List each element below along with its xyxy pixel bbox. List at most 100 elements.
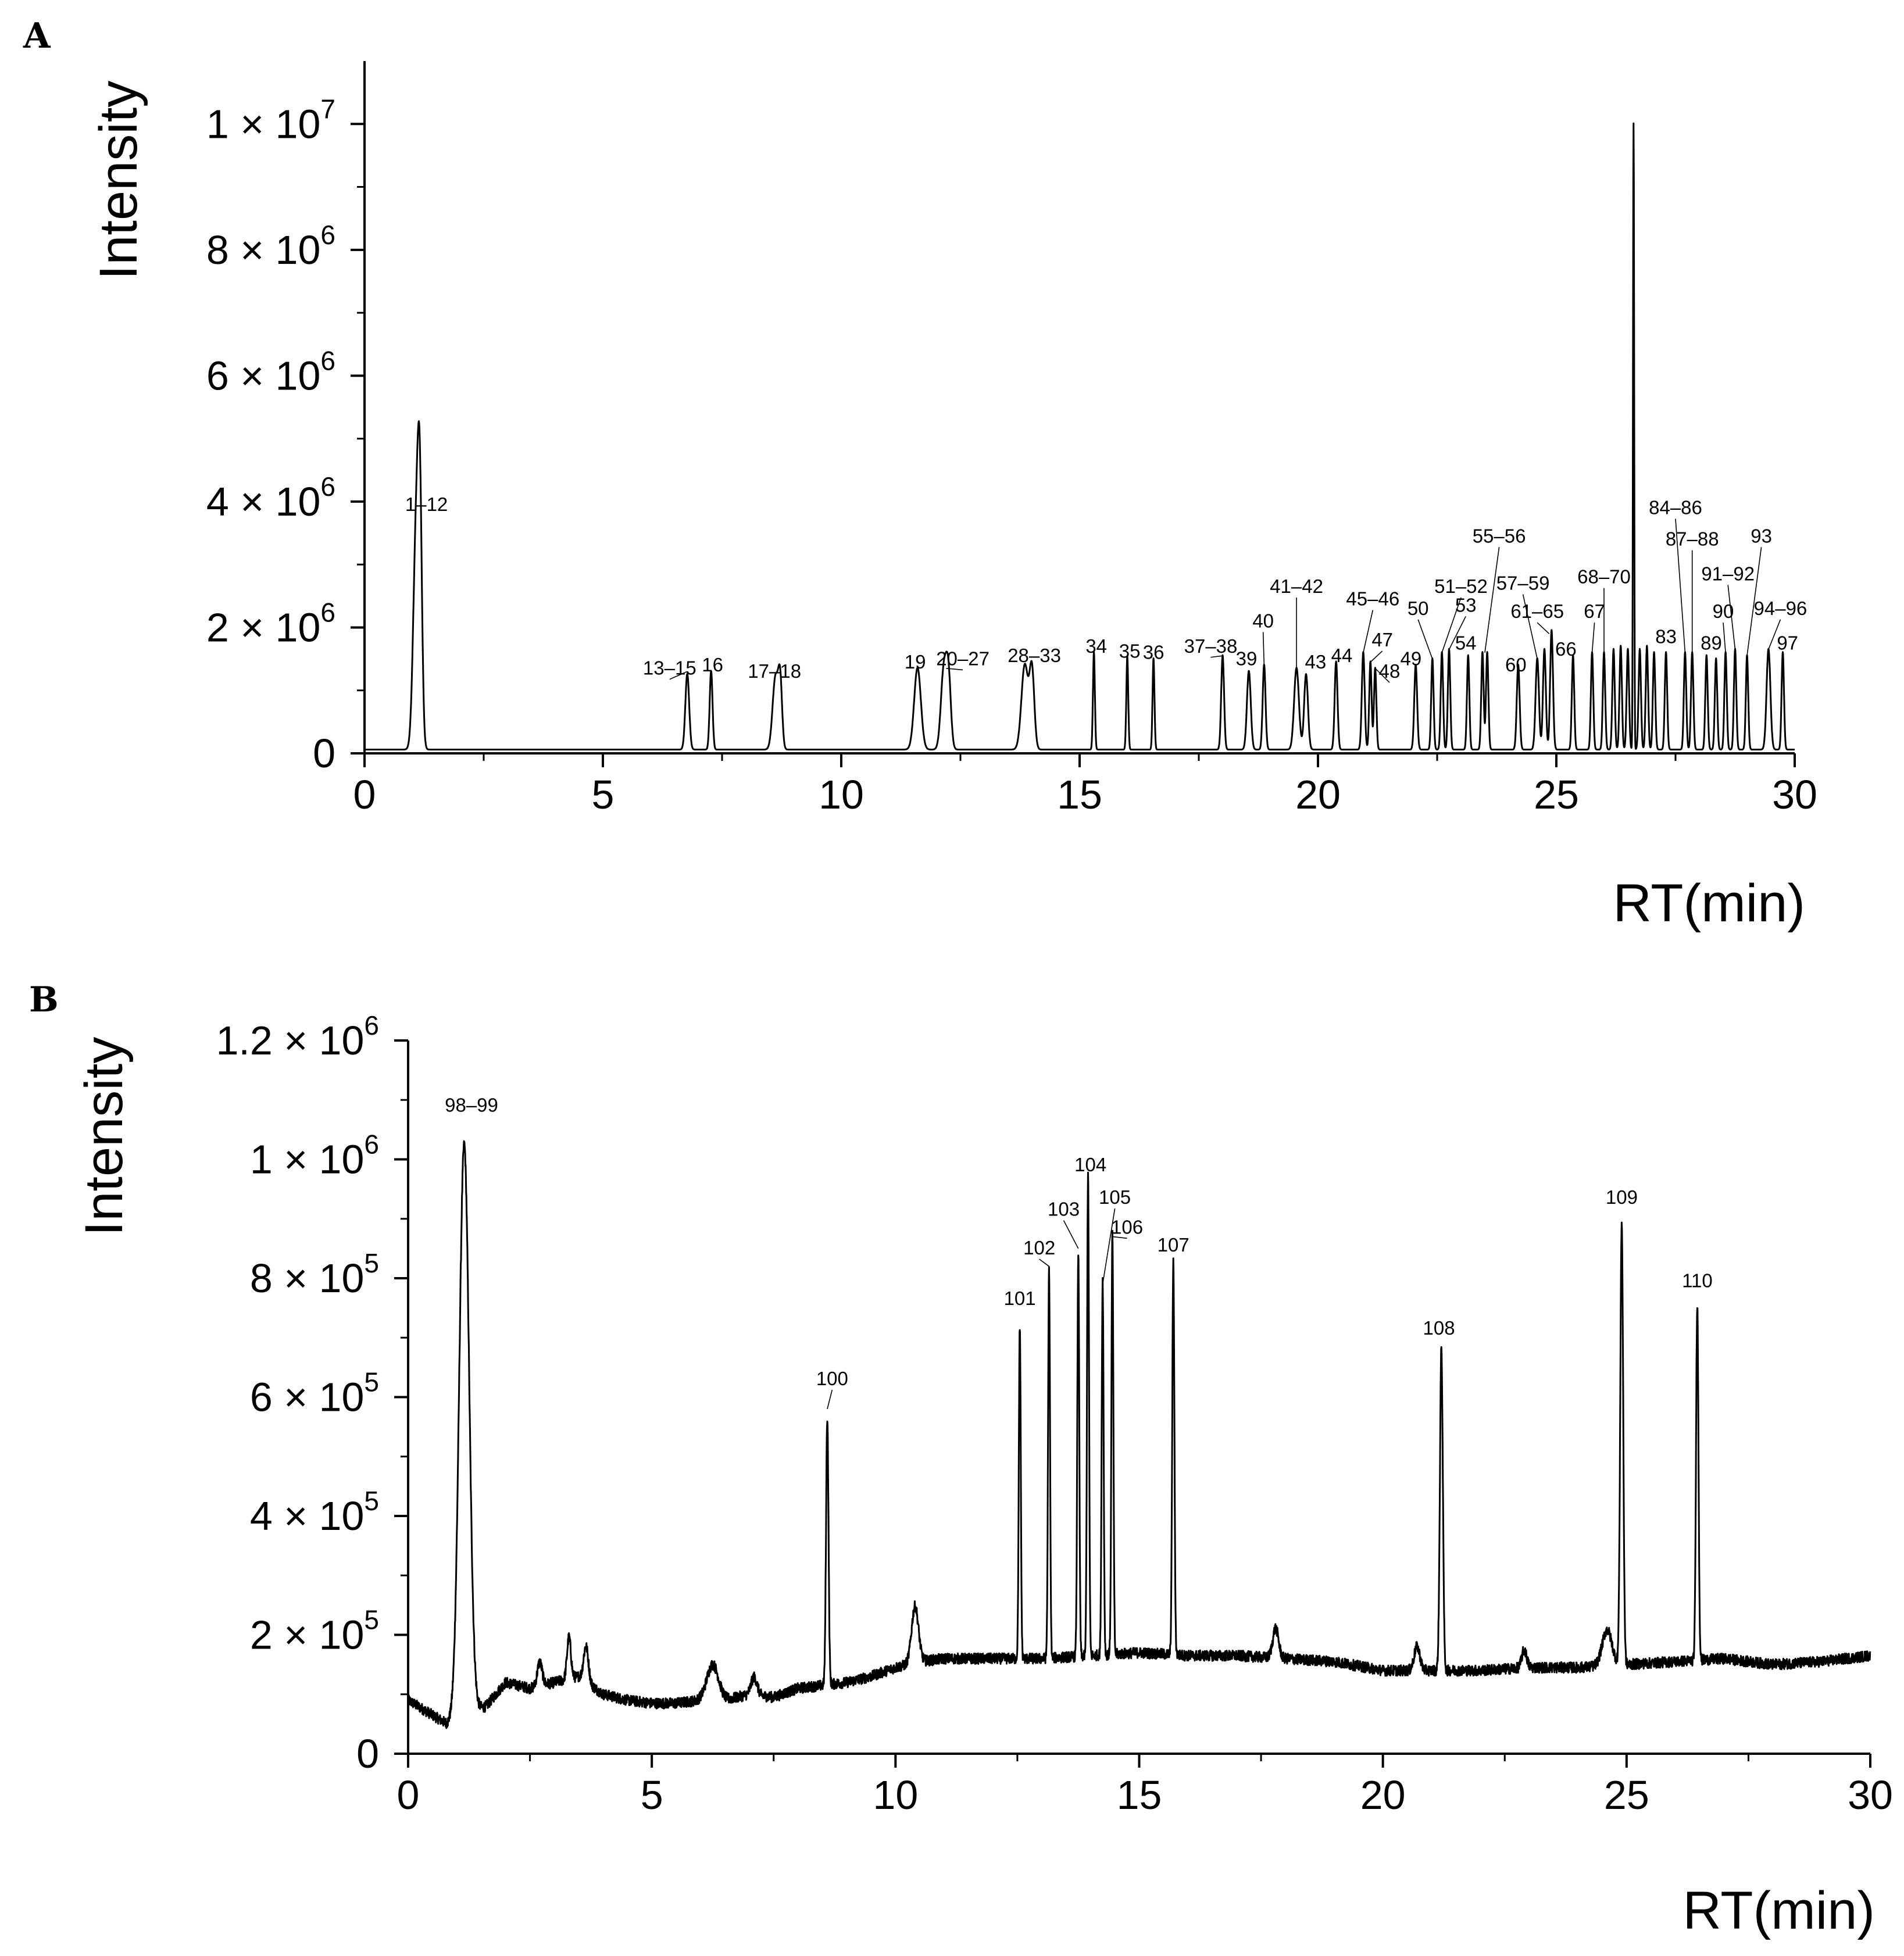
peak-label: 106	[1111, 1216, 1143, 1238]
y-tick-exponent: 6	[364, 1129, 379, 1160]
peak-leader-line	[669, 671, 688, 680]
peak-label: 41–42	[1270, 575, 1323, 597]
y-tick-exponent: 7	[320, 94, 335, 124]
peak-leader-line	[1063, 1220, 1079, 1249]
y-tick-exponent: 5	[364, 1367, 379, 1397]
x-tick-label: 15	[1117, 1772, 1162, 1818]
peak-label: 102	[1023, 1237, 1055, 1258]
y-tick-label: 1 × 106	[250, 1129, 379, 1182]
peak-label: 109	[1606, 1186, 1638, 1208]
peak-leader-line	[1374, 668, 1390, 683]
y-tick-label: 2 × 105	[250, 1605, 379, 1658]
peak-label: 20–27	[936, 648, 989, 669]
y-tick-mantissa: 4 × 10	[250, 1493, 365, 1539]
peak-label: 36	[1143, 642, 1164, 663]
peak-label: 40	[1252, 610, 1274, 631]
peak-label: 47	[1371, 629, 1393, 650]
peak-label: 48	[1379, 660, 1401, 682]
x-tick-label: 0	[353, 772, 376, 817]
peak-leader-line	[1746, 547, 1762, 656]
peak-leader-line	[1417, 619, 1433, 659]
panel-a-x-axis-title: RT(min)	[1613, 874, 1806, 933]
peak-label: 49	[1401, 648, 1422, 669]
y-tick-label: 1.2 × 106	[216, 1010, 379, 1063]
panel-a-x-axis-ticks: 0 5 10 15 20 25 30	[353, 753, 1817, 817]
peak-leader-line	[1768, 619, 1781, 650]
panel-a-y-axis-title: Intensity	[89, 81, 148, 280]
panel-a-letter: A	[23, 16, 51, 56]
peak-label: 104	[1074, 1154, 1106, 1175]
peak-leader-line	[1210, 655, 1223, 658]
peak-label: 44	[1331, 645, 1353, 666]
peak-label: 16	[702, 654, 723, 675]
panel-b-x-axis-title: RT(min)	[1683, 1881, 1876, 1940]
peak-label: 91–92	[1701, 563, 1755, 584]
peak-label: 94–96	[1754, 598, 1807, 619]
peak-label: 43	[1305, 651, 1327, 673]
y-tick-label: 8 × 106	[206, 220, 335, 273]
x-tick-label: 20	[1360, 1772, 1406, 1818]
peak-label: 84–86	[1649, 497, 1702, 518]
peak-label: 97	[1777, 632, 1798, 653]
y-tick-label: 0	[313, 731, 335, 776]
y-tick-mantissa: 6 × 10	[250, 1375, 365, 1420]
peak-label: 61–65	[1510, 600, 1564, 622]
y-tick-label: 2 × 106	[206, 597, 335, 650]
y-tick-exponent: 6	[320, 597, 335, 627]
peak-leader-line	[1448, 616, 1466, 650]
peak-label: 87–88	[1666, 528, 1719, 550]
y-tick-exponent: 6	[364, 1010, 379, 1040]
panel-b-letter: B	[29, 979, 59, 1020]
y-tick-exponent: 6	[320, 471, 335, 502]
y-tick-mantissa: 8 × 10	[206, 227, 321, 273]
x-tick-label: 5	[641, 1772, 663, 1818]
peak-leader-line	[1370, 650, 1383, 663]
y-tick-mantissa: 2 × 10	[250, 1612, 365, 1658]
peak-label: 39	[1236, 648, 1258, 669]
peak-leader-line	[1441, 597, 1462, 653]
y-tick-mantissa: 8 × 10	[250, 1256, 365, 1301]
peak-leader-line	[1727, 585, 1736, 650]
peak-label: 67	[1584, 600, 1605, 622]
peak-leader-line	[1039, 1258, 1049, 1267]
peak-leader-line	[1262, 632, 1265, 666]
peak-leader-line	[1484, 547, 1500, 653]
peak-label: 34	[1085, 635, 1107, 657]
x-tick-label: 0	[397, 1772, 420, 1818]
x-tick-label: 30	[1848, 1772, 1893, 1818]
x-tick-label: 10	[819, 772, 864, 817]
x-tick-label: 5	[592, 772, 615, 817]
peak-leader-line	[1102, 1208, 1116, 1285]
peak-label: 57–59	[1496, 572, 1550, 593]
y-tick-label: 4 × 106	[206, 471, 335, 524]
panel-b-chromatogram-trace	[407, 1140, 1871, 1729]
peak-leader-line	[1363, 610, 1374, 653]
y-tick-label: 6 × 106	[206, 345, 335, 398]
peak-label: 103	[1048, 1199, 1080, 1220]
x-tick-label: 15	[1057, 772, 1102, 817]
peak-label: 51–52	[1434, 575, 1488, 597]
y-tick-mantissa: 4 × 10	[206, 479, 321, 524]
y-tick-label: 1 × 107	[206, 94, 335, 146]
y-tick-label: 6 × 105	[250, 1367, 379, 1420]
peak-label: 13–15	[643, 657, 696, 679]
peak-leader-line	[827, 1389, 833, 1410]
peak-label: 83	[1655, 626, 1677, 648]
peak-label: 108	[1423, 1317, 1455, 1339]
peak-label: 1–12	[405, 494, 448, 515]
peak-label: 50	[1408, 598, 1429, 619]
panel-b-x-axis-ticks: 0 5 10 15 20 25 30	[397, 1754, 1893, 1818]
peak-leader-line	[1723, 623, 1726, 653]
panel-b-y-axis-title: Intensity	[74, 1037, 134, 1236]
y-tick-exponent: 6	[320, 345, 335, 376]
x-tick-label: 25	[1604, 1772, 1649, 1818]
y-tick-label: 4 × 105	[250, 1486, 379, 1539]
y-tick-exponent: 5	[364, 1605, 379, 1635]
x-tick-label: 20	[1295, 772, 1341, 817]
peak-leader-line	[1522, 594, 1538, 659]
y-tick-label: 8 × 105	[250, 1248, 379, 1301]
peak-label: 19	[905, 651, 926, 673]
